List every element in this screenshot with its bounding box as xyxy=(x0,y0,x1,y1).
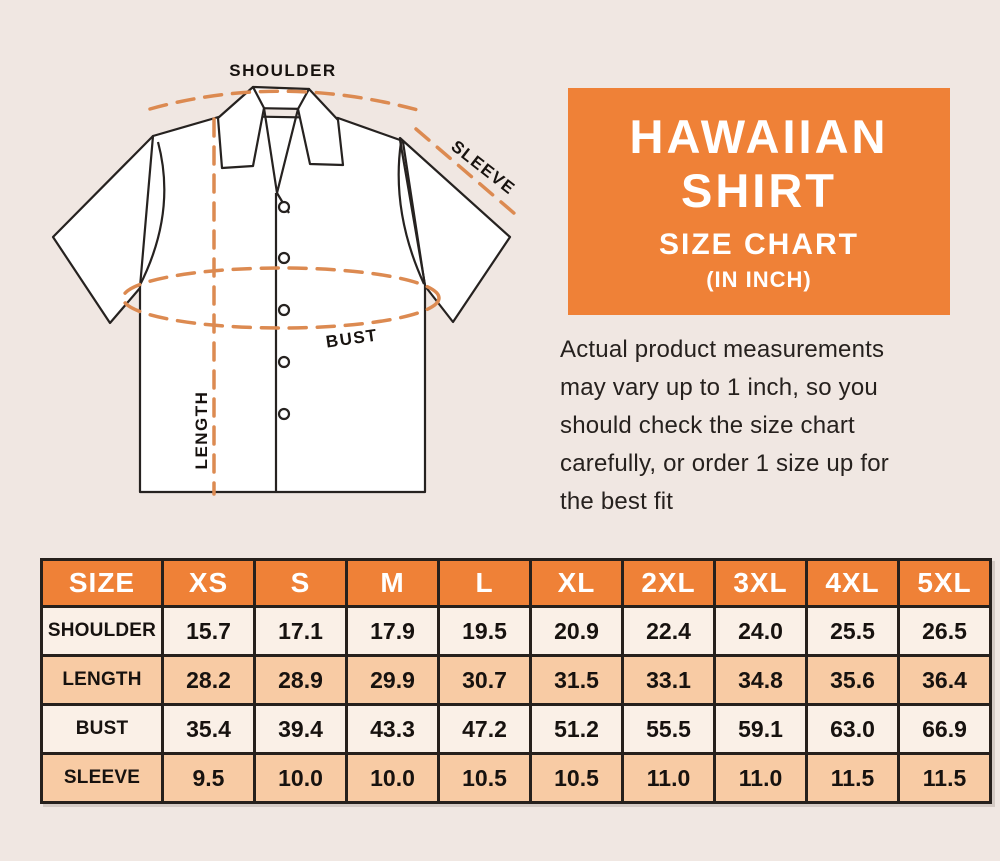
value-cell: 22.4 xyxy=(621,605,716,657)
value-cell: 10.0 xyxy=(345,752,440,804)
note-line: the best fit xyxy=(560,488,674,515)
value-cell: 17.9 xyxy=(345,605,440,657)
note-line: should check the size chart xyxy=(560,412,855,439)
value-cell: 25.5 xyxy=(805,605,900,657)
row-label: SLEEVE xyxy=(40,752,164,804)
table-header-row: SIZE XS S M L XL 2XL 3XL 4XL 5XL xyxy=(40,558,992,608)
value-cell: 11.0 xyxy=(713,752,808,804)
header-cell-5xl: 5XL xyxy=(897,558,992,608)
header-cell-2xl: 2XL xyxy=(621,558,716,608)
value-cell: 39.4 xyxy=(253,703,348,755)
row-label: LENGTH xyxy=(40,654,164,706)
header-cell-l: L xyxy=(437,558,532,608)
header-cell-xl: XL xyxy=(529,558,624,608)
shirt-measurement-diagram: SHOULDER SLEEVE BUST LENGTH xyxy=(0,0,540,540)
value-cell: 10.5 xyxy=(529,752,624,804)
title-line-1: HAWAIIAN xyxy=(629,110,889,163)
header-cell-4xl: 4XL xyxy=(805,558,900,608)
shirt-button xyxy=(277,407,291,421)
title-line-2: SHIRT xyxy=(681,164,837,217)
measurement-note: Actual product measurements may vary up … xyxy=(560,331,980,521)
shirt-collar-left-flap xyxy=(216,85,266,170)
shirt-right-armhole-seam xyxy=(397,141,426,285)
value-cell: 36.4 xyxy=(897,654,992,706)
value-cell: 59.1 xyxy=(713,703,808,755)
note-line: Actual product measurements xyxy=(560,336,885,363)
title-line-3: SIZE CHART xyxy=(659,228,859,261)
value-cell: 55.5 xyxy=(621,703,716,755)
length-label: LENGTH xyxy=(192,390,211,470)
sleeve-measure-line xyxy=(414,127,524,222)
shoulder-measure-line xyxy=(148,89,427,114)
note-line: carefully, or order 1 size up for xyxy=(560,450,889,477)
value-cell: 66.9 xyxy=(897,703,992,755)
value-cell: 28.2 xyxy=(161,654,256,706)
value-cell: 51.2 xyxy=(529,703,624,755)
value-cell: 11.5 xyxy=(897,752,992,804)
table-row-sleeve: SLEEVE 9.5 10.0 10.0 10.5 10.5 11.0 11.0… xyxy=(40,752,992,804)
value-cell: 63.0 xyxy=(805,703,900,755)
shirt-illustration xyxy=(51,85,524,496)
value-cell: 43.3 xyxy=(345,703,440,755)
value-cell: 31.5 xyxy=(529,654,624,706)
shirt-button xyxy=(277,200,291,214)
value-cell: 9.5 xyxy=(161,752,256,804)
value-cell: 35.6 xyxy=(805,654,900,706)
value-cell: 20.9 xyxy=(529,605,624,657)
header-cell-size: SIZE xyxy=(40,558,164,608)
value-cell: 26.5 xyxy=(897,605,992,657)
size-table: SIZE XS S M L XL 2XL 3XL 4XL 5XL SHOULDE… xyxy=(40,558,992,804)
note-line: may vary up to 1 inch, so you xyxy=(560,374,878,401)
header-cell-xs: XS xyxy=(161,558,256,608)
header-cell-3xl: 3XL xyxy=(713,558,808,608)
shoulder-label: SHOULDER xyxy=(229,61,337,80)
shirt-right-sleeve xyxy=(398,136,512,324)
value-cell: 17.1 xyxy=(253,605,348,657)
title-box: HAWAIIAN SHIRT SIZE CHART (IN INCH) xyxy=(568,88,950,315)
value-cell: 28.9 xyxy=(253,654,348,706)
value-cell: 33.1 xyxy=(621,654,716,706)
value-cell: 10.5 xyxy=(437,752,532,804)
value-cell: 34.8 xyxy=(713,654,808,706)
shirt-button xyxy=(277,251,291,265)
shirt-neck-v-lines xyxy=(262,107,300,194)
table-row-shoulder: SHOULDER 15.7 17.1 17.9 19.5 20.9 22.4 2… xyxy=(40,605,992,657)
title-line-4: (IN INCH) xyxy=(706,267,812,292)
value-cell: 10.0 xyxy=(253,752,348,804)
value-cell: 11.5 xyxy=(805,752,900,804)
shirt-button xyxy=(277,303,291,317)
shirt-collar-right-flap xyxy=(296,87,345,167)
shirt-left-armhole-seam xyxy=(138,141,166,288)
value-cell: 24.0 xyxy=(713,605,808,657)
value-cell: 47.2 xyxy=(437,703,532,755)
row-label: SHOULDER xyxy=(40,605,164,657)
value-cell: 19.5 xyxy=(437,605,532,657)
value-cell: 30.7 xyxy=(437,654,532,706)
row-label: BUST xyxy=(40,703,164,755)
shirt-button xyxy=(277,355,291,369)
value-cell: 11.0 xyxy=(621,752,716,804)
header-cell-m: M xyxy=(345,558,440,608)
table-row-length: LENGTH 28.2 28.9 29.9 30.7 31.5 33.1 34.… xyxy=(40,654,992,706)
value-cell: 29.9 xyxy=(345,654,440,706)
header-cell-s: S xyxy=(253,558,348,608)
value-cell: 15.7 xyxy=(161,605,256,657)
table-row-bust: BUST 35.4 39.4 43.3 47.2 51.2 55.5 59.1 … xyxy=(40,703,992,755)
bust-measure-ellipse xyxy=(121,266,441,330)
value-cell: 35.4 xyxy=(161,703,256,755)
